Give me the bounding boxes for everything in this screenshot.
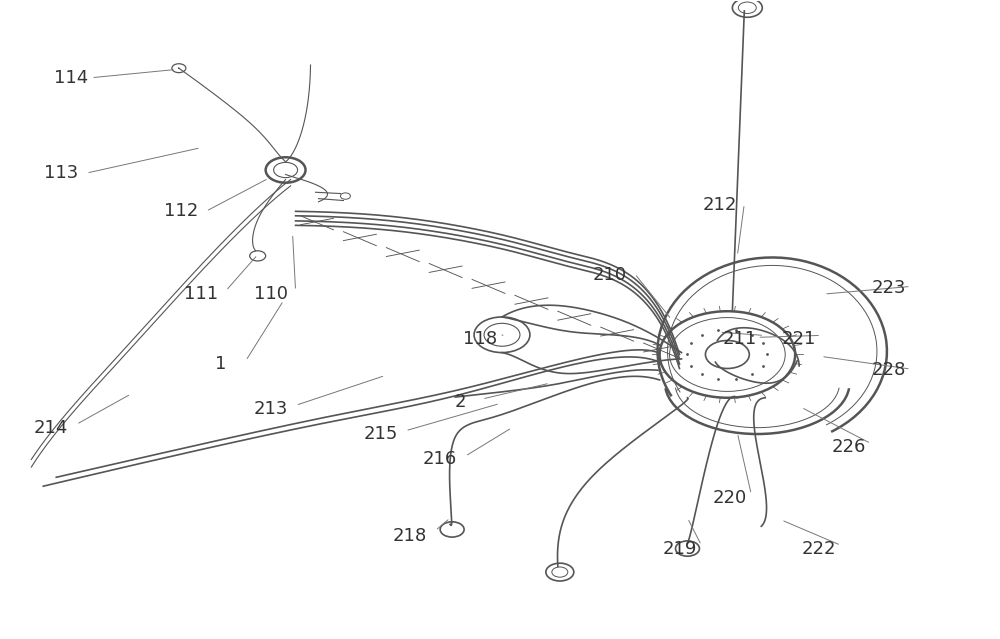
Text: 215: 215	[363, 425, 398, 443]
Text: 221: 221	[782, 330, 816, 348]
Text: 212: 212	[702, 196, 737, 214]
Text: 213: 213	[253, 399, 288, 417]
Text: 210: 210	[593, 266, 627, 284]
Text: 223: 223	[872, 279, 906, 296]
Text: 226: 226	[832, 438, 866, 456]
Text: 112: 112	[164, 203, 198, 220]
Text: 2: 2	[454, 393, 466, 412]
Text: 219: 219	[662, 539, 697, 558]
Text: 216: 216	[423, 450, 457, 468]
Text: 214: 214	[34, 419, 68, 436]
Text: 228: 228	[872, 362, 906, 380]
Text: 113: 113	[44, 164, 78, 182]
Text: 222: 222	[802, 539, 836, 558]
Text: 114: 114	[54, 69, 88, 87]
Text: 110: 110	[254, 285, 288, 303]
Text: 1: 1	[215, 355, 226, 373]
Text: 118: 118	[463, 330, 497, 348]
Text: 220: 220	[712, 489, 746, 507]
Text: 111: 111	[184, 285, 218, 303]
Text: 211: 211	[722, 330, 756, 348]
Text: 218: 218	[393, 527, 427, 545]
